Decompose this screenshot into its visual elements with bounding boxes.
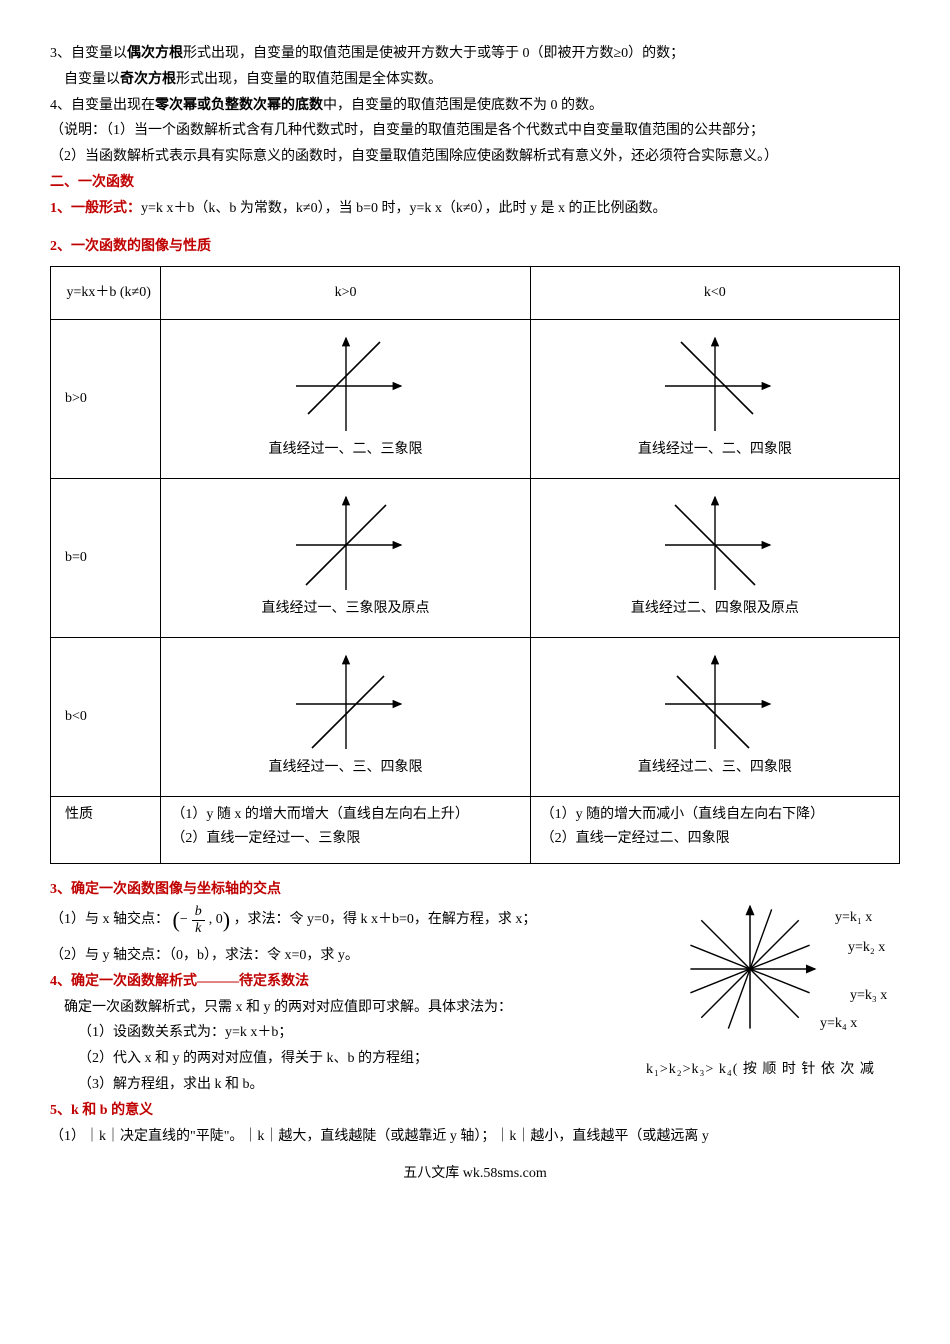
paren-right-icon: ) <box>223 909 230 931</box>
table-header-eq: y=kx＋b (k≠0) <box>51 267 161 320</box>
star-label-k4: y=k₄ x <box>820 1012 857 1036</box>
slope-star-diagram: y=k₁ x y=k₂ x y=k₃ x y=k₄ x k₁>k₂>k₃> k₄… <box>640 904 900 1082</box>
text: ，求法：令 y=0，得 k x＋b=0，在解方程，求 x； <box>234 912 537 927</box>
heading-section-2: 二、一次函数 <box>50 171 900 195</box>
table-row: b>0 直线经过一、二、三象限 直线经过一、二、四象限 <box>51 320 900 479</box>
graph-cell-kneg-bneg: 直线经过二、三、四象限 <box>530 638 899 797</box>
table-header-kneg: k<0 <box>530 267 899 320</box>
text: 自变量以 <box>64 72 120 87</box>
fraction-b-over-k: bk <box>192 904 205 936</box>
graph-cell-kpos-b0: 直线经过一、三象限及原点 <box>161 479 530 638</box>
graph-caption: 直线经过一、三象限及原点 <box>261 597 431 621</box>
text: （1）与 x 轴交点： <box>50 912 169 927</box>
row-label-prop: 性质 <box>51 797 161 864</box>
graph-cell-kpos-bneg: 直线经过一、三、四象限 <box>161 638 530 797</box>
row-label-bneg: b<0 <box>51 638 161 797</box>
graph-cell-kpos-bpos: 直线经过一、二、三象限 <box>161 320 530 479</box>
para-3b: 自变量以奇次方根形式出现，自变量的取值范围是全体实数。 <box>50 68 900 92</box>
graph-cell-kneg-bpos: 直线经过一、二、四象限 <box>530 320 899 479</box>
row-label-bpos: b>0 <box>51 320 161 479</box>
text: 中，自变量的取值范围是使底数不为 0 的数。 <box>323 98 603 113</box>
item-general-form: 1、一般形式：y=k x＋b（k、b 为常数，k≠0），当 b=0 时，y=k … <box>50 197 900 221</box>
linear-function-table: y=kx＋b (k≠0) k>0 k<0 b>0 直线经过一、二、三象限 <box>50 266 900 864</box>
table-row: 性质 （1）y 随 x 的增大而增大（直线自左向右上升） （2）直线一定经过一、… <box>51 797 900 864</box>
prop-kneg: （1）y 随的增大而减小（直线自左向右下降） （2）直线一定经过二、四象限 <box>530 797 899 864</box>
text: 形式出现，自变量的取值范围是使被开方数大于或等于 0（即被开方数≥0）的数； <box>183 46 684 61</box>
graph-kneg-bpos <box>630 336 800 436</box>
table-row: y=kx＋b (k≠0) k>0 k<0 <box>51 267 900 320</box>
para-k-meaning: （1）｜k｜决定直线的"平陡"。｜k｜越大，直线越陡（或越靠近 y 轴）；｜k｜… <box>50 1125 900 1149</box>
table-header-kpos: k>0 <box>161 267 530 320</box>
prop-kpos: （1）y 随 x 的增大而增大（直线自左向右上升） （2）直线一定经过一、三象限 <box>161 797 530 864</box>
term-odd-root: 奇次方根 <box>120 72 176 87</box>
heading-graph-props: 2、一次函数的图像与性质 <box>50 235 900 259</box>
paren-left-icon: ( <box>173 909 180 931</box>
graph-kpos-bpos <box>261 336 431 436</box>
text: 形式出现，自变量的取值范围是全体实数。 <box>176 72 442 87</box>
table-row: b<0 直线经过一、三、四象限 直线经过二、三、四象限 <box>51 638 900 797</box>
graph-caption: 直线经过二、三、四象限 <box>630 756 800 780</box>
graph-caption: 直线经过一、三、四象限 <box>261 756 431 780</box>
page-footer: 五八文库 wk.58sms.com <box>50 1162 900 1186</box>
row-label-bzero: b=0 <box>51 479 161 638</box>
heading-k-b-meaning: 5、k 和 b 的意义 <box>50 1099 900 1123</box>
text: 3、自变量以 <box>50 46 127 61</box>
text: y=k x＋b（k、b 为常数，k≠0），当 b=0 时，y=k x（k≠0），… <box>141 201 667 216</box>
graph-caption: 直线经过一、二、三象限 <box>261 438 431 462</box>
graph-kpos-b0 <box>261 495 431 595</box>
label-general-form: 1、一般形式： <box>50 201 141 216</box>
note-1: （说明：（1）当一个函数解析式含有几种代数式时，自变量的取值范围是各个代数式中自… <box>50 119 900 143</box>
table-row: b=0 直线经过一、三象限及原点 直线经过二、四象限及原点 <box>51 479 900 638</box>
graph-cell-kneg-b0: 直线经过二、四象限及原点 <box>530 479 899 638</box>
text: 4、自变量出现在 <box>50 98 155 113</box>
graph-kneg-bneg <box>630 654 800 754</box>
star-caption: k₁>k₂>k₃> k₄( 按 顺 时 针 依 次 减 <box>640 1054 900 1082</box>
star-label-k3: y=k₃ x <box>850 984 887 1008</box>
heading-intersections: 3、确定一次函数图像与坐标轴的交点 <box>50 878 900 902</box>
para-4: 4、自变量出现在零次幂或负整数次幂的底数中，自变量的取值范围是使底数不为 0 的… <box>50 94 900 118</box>
term-even-root: 偶次方根 <box>127 46 183 61</box>
star-label-k1: y=k₁ x <box>835 906 872 930</box>
note-2: （2）当函数解析式表示具有实际意义的函数时，自变量取值范围除应使函数解析式有意义… <box>50 145 900 169</box>
graph-kneg-b0 <box>630 495 800 595</box>
graph-caption: 直线经过一、二、四象限 <box>630 438 800 462</box>
term-zero-power: 零次幂或负整数次幂的底数 <box>155 98 323 113</box>
star-label-k2: y=k₂ x <box>848 936 885 960</box>
graph-kpos-bneg <box>261 654 431 754</box>
para-3: 3、自变量以偶次方根形式出现，自变量的取值范围是使被开方数大于或等于 0（即被开… <box>50 42 900 66</box>
graph-caption: 直线经过二、四象限及原点 <box>630 597 800 621</box>
